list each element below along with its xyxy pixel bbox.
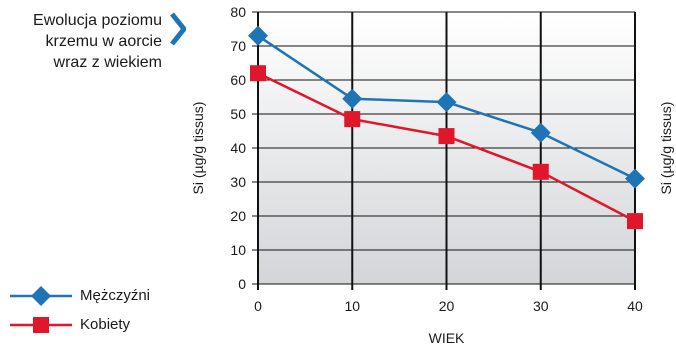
series [248,25,645,230]
y-axis-title: Si (µg/g tissus) [190,102,206,195]
y-tick-label: 20 [230,208,246,224]
legend-marker-men [10,286,72,306]
x-tick-label: 0 [254,298,262,314]
tick-labels: 0 10 20 30 40 50 60 70 80 0 10 20 30 40 [230,4,643,314]
chevron-right-icon [170,12,186,46]
y-axis-title-right: Si (µg/g tissus) [658,102,674,195]
data-point-men [436,92,457,113]
x-tick-label: 10 [344,298,360,314]
data-point-men [530,122,551,143]
x-tick-label: 30 [533,298,549,314]
data-point-women [627,213,643,230]
legend-label-women: Kobiety [80,316,131,333]
data-point-men [248,25,268,46]
y-tick-label: 10 [230,242,246,258]
data-point-men [342,88,363,109]
data-point-women [344,111,361,128]
data-point-women [438,128,455,145]
y-tick-label: 70 [230,38,246,54]
chart-title: Ewolucja poziomu krzemu w aorcie wraz z … [0,10,162,73]
legend-marker-women [10,317,72,333]
y-tick-label: 50 [230,106,246,122]
data-point-women [532,163,549,180]
y-tick-label: 30 [230,174,246,190]
legend-label-men: Mężczyźni [80,287,151,304]
chart-title-line: Ewolucja poziomu [33,12,162,29]
y-tick-label: 60 [230,72,246,88]
data-point-men [625,168,645,189]
x-tick-label: 40 [627,298,643,314]
y-tick-label: 0 [238,276,246,292]
chart-title-line: krzemu w aorcie [45,33,162,50]
x-axis-title: WIEK [429,330,465,346]
chart-title-line: wraz z wiekiem [53,54,162,71]
y-tick-label: 40 [230,140,246,156]
y-tick-label: 80 [230,4,246,20]
data-point-women [250,65,266,82]
x-tick-label: 20 [439,298,455,314]
grid [252,11,636,290]
